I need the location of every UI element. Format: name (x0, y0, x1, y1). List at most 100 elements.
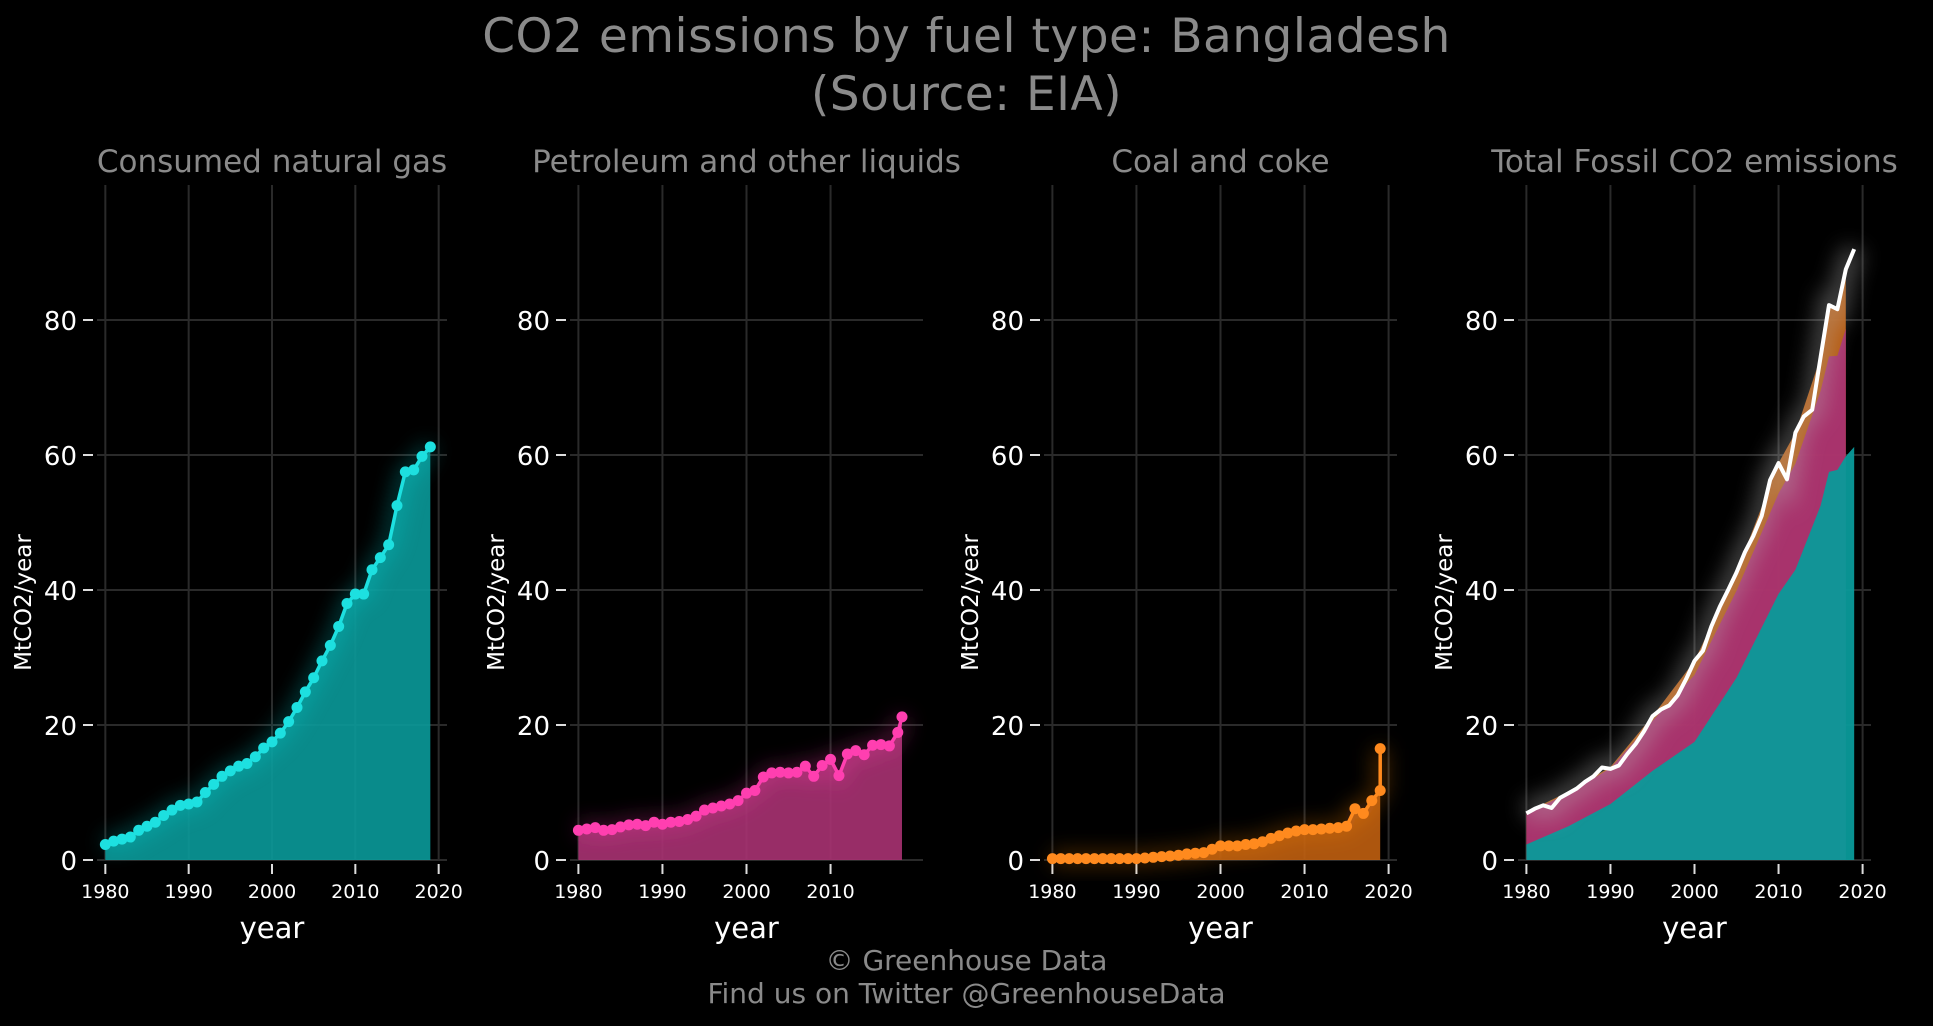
y-tick-label: 20 (517, 712, 550, 742)
data-point (133, 824, 145, 836)
y-tick-label: 0 (60, 847, 77, 877)
data-point (308, 672, 320, 684)
data-point (374, 552, 386, 564)
panel-title: Petroleum and other liquids (532, 144, 961, 180)
footer-twitter: Find us on Twitter @GreenhouseData (707, 977, 1226, 1010)
panel-2: Petroleum and other liquids 0 20 40 60 80 1980… (484, 144, 961, 945)
data-point (656, 818, 668, 830)
x-tick-label: 1990 (638, 881, 686, 903)
data-point (757, 771, 769, 783)
data-point (892, 726, 904, 738)
data-point (774, 766, 786, 778)
data-point (149, 816, 161, 828)
data-point (673, 816, 685, 828)
data-point (690, 810, 702, 822)
data-point (383, 539, 395, 551)
data-point (581, 823, 593, 835)
data-point (358, 588, 370, 600)
data-point (1156, 851, 1168, 863)
x-tick-label: 2020 (414, 881, 462, 903)
data-point (682, 814, 694, 825)
data-point (1105, 853, 1117, 865)
data-point (183, 798, 195, 810)
data-point (216, 770, 228, 782)
data-point (623, 819, 635, 831)
y-axis-label: MtCO2/year (1432, 534, 1458, 671)
y-tick-label: 20 (44, 712, 77, 742)
data-point (606, 824, 618, 836)
data-point (1215, 840, 1226, 852)
y-tick-label: 80 (991, 307, 1024, 337)
stacked-area-gas (1526, 446, 1855, 860)
data-point (791, 766, 803, 778)
data-point (349, 588, 361, 600)
data-point (1122, 853, 1134, 865)
x-tick-label: 2010 (806, 881, 854, 903)
data-point (1072, 853, 1084, 865)
x-tick-label: 1990 (1586, 881, 1634, 903)
x-axis-label: year (240, 911, 305, 945)
footer-copyright: © Greenhouse Data (825, 944, 1108, 977)
data-point (698, 804, 710, 816)
data-point (199, 787, 211, 798)
y-tick-label: 60 (991, 442, 1024, 472)
data-point (1189, 847, 1201, 859)
data-point (1265, 832, 1277, 844)
data-point (1172, 849, 1184, 861)
data-point (732, 795, 744, 807)
x-tick-label: 2010 (1754, 881, 1802, 903)
data-point (249, 751, 261, 763)
y-tick-label: 40 (517, 577, 550, 607)
data-point (1080, 853, 1092, 865)
data-point (724, 798, 736, 810)
data-point (116, 833, 128, 845)
data-point (648, 816, 660, 828)
panel-3: Coal and coke 0 20 40 60 80 1980 1990 2000 2010 20… (958, 144, 1413, 945)
data-point (141, 820, 153, 832)
data-point (1357, 807, 1369, 819)
data-point (274, 727, 286, 739)
data-point (324, 639, 336, 651)
data-point (833, 770, 845, 782)
chart-subtitle: (Source: EIA) (810, 67, 1123, 122)
y-tick-label: 40 (991, 577, 1024, 607)
data-point (1240, 838, 1252, 850)
x-tick-label: 2010 (1280, 881, 1328, 903)
data-point (291, 701, 303, 713)
data-point (366, 564, 378, 576)
x-tick-label: 1980 (81, 881, 129, 903)
data-point (1315, 823, 1327, 835)
footer: © Greenhouse Data Find us on Twitter @Gr… (0, 944, 1933, 1010)
y-axis-label: MtCO2/year (958, 534, 984, 671)
data-point (258, 742, 270, 754)
y-tick-label: 80 (44, 307, 77, 337)
title-block: CO2 emissions by fuel type: Bangladesh (… (0, 8, 1933, 124)
data-point (1273, 830, 1285, 842)
data-point (241, 757, 253, 769)
data-point (1282, 827, 1294, 839)
data-point (158, 809, 170, 821)
data-point (1046, 853, 1058, 865)
data-point (883, 740, 895, 752)
data-point (766, 767, 778, 779)
data-point (424, 441, 436, 453)
data-point (1290, 825, 1302, 837)
data-point (858, 749, 870, 761)
data-point (614, 821, 626, 833)
data-point (896, 711, 908, 723)
panel-1: Consumed natural gas 0 20 40 60 80 1980 1990 200… (11, 144, 463, 945)
panel-title: Consumed natural gas (97, 144, 447, 180)
x-tick-label: 1990 (164, 881, 212, 903)
data-point (1181, 848, 1193, 860)
y-tick-label: 40 (44, 577, 77, 607)
data-point (174, 799, 186, 811)
data-point (1299, 824, 1311, 836)
data-point (391, 500, 403, 512)
y-axis-label: MtCO2/year (11, 534, 37, 671)
data-point (1063, 853, 1075, 865)
data-point (816, 760, 828, 771)
data-point (741, 787, 752, 799)
x-tick-label: 2000 (1196, 881, 1244, 903)
data-point (299, 686, 311, 698)
data-point (1349, 803, 1361, 815)
